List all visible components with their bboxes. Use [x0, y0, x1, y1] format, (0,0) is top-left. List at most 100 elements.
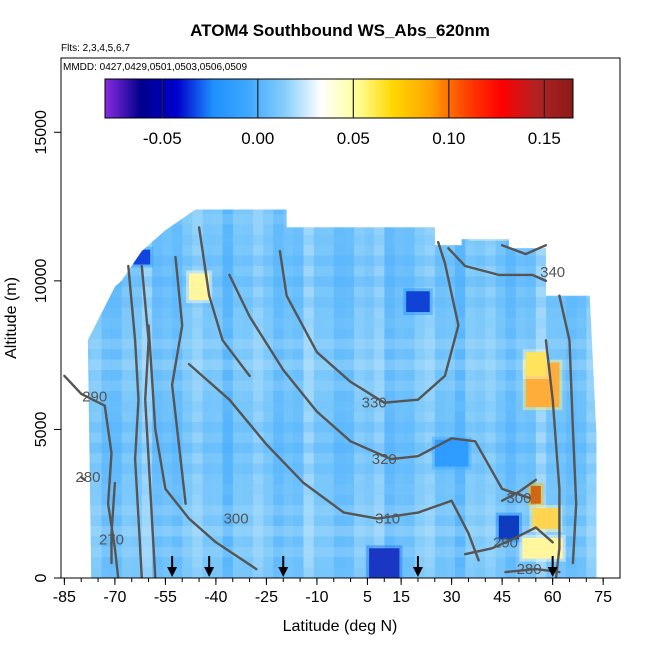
dates-label: MMDD: 0427,0429,0501,0503,0506,0509 [63, 62, 247, 73]
field-row [87, 359, 597, 370]
colorbar-tick-label: 0.10 [432, 129, 465, 148]
contour-line [110, 481, 117, 565]
field-band [263, 209, 274, 578]
field-band [515, 209, 527, 578]
field-band [414, 209, 426, 578]
y-axis-title: Altitude (m) [3, 277, 20, 359]
field-band [576, 209, 587, 578]
contour-line [63, 374, 120, 578]
field-band [434, 209, 446, 578]
field-row [87, 318, 597, 329]
flight-arrow-head [204, 567, 215, 577]
y-axis: 0 5000 10000 15000 [33, 110, 61, 582]
contour-line [228, 273, 531, 499]
y-tick-label: 5000 [33, 412, 50, 448]
field-row [87, 526, 597, 537]
x-tick-label: 45 [493, 589, 511, 606]
x-tick-label: -85 [53, 589, 76, 606]
contour-label: 280 [517, 561, 542, 578]
colorbar-tick-label: 0.00 [241, 129, 274, 148]
field-row [87, 442, 597, 454]
field-row [87, 484, 597, 495]
anomaly-cell [498, 515, 519, 540]
field-band [617, 58, 628, 578]
anomaly-cell [406, 291, 430, 313]
contour-label: 290 [493, 534, 518, 551]
field-row [87, 546, 597, 558]
field-band [384, 209, 395, 578]
anomaly-cell [530, 485, 541, 504]
x-tick-label: 15 [392, 589, 410, 606]
contour-label: 270 [99, 531, 124, 548]
contour-lines: 280 290 300 310 320 330 340 300 290 280 270 [63, 226, 578, 578]
field-band [242, 209, 254, 578]
contour-line [544, 339, 561, 578]
field-band [61, 58, 72, 578]
contour-line [500, 244, 548, 256]
contour-line [140, 264, 157, 578]
field-band [353, 209, 365, 578]
field-band [343, 209, 355, 578]
field-row [87, 380, 597, 391]
field-band [232, 209, 244, 578]
contour-line [558, 294, 578, 565]
field-band [87, 209, 92, 578]
field-band [252, 209, 264, 578]
anomaly-halo [431, 436, 472, 470]
anomaly-cell [471, 222, 513, 238]
anomaly-cell [188, 273, 210, 301]
field-row [87, 463, 597, 474]
anomaly-cell [532, 508, 560, 529]
anomaly-halo [527, 482, 544, 507]
contour-line [147, 324, 258, 571]
field-band [101, 209, 113, 578]
field-band [293, 209, 304, 578]
plot-frame [60, 57, 621, 579]
contour-line [80, 475, 86, 482]
y-tick-label: 10000 [33, 259, 50, 304]
field-band [192, 209, 203, 578]
field-band [586, 209, 597, 578]
field-band [111, 209, 123, 578]
contour-label: 310 [375, 511, 400, 528]
field-row [87, 338, 597, 350]
field-band [273, 209, 284, 578]
contour-label: 280 [75, 469, 100, 486]
x-tick-label: 60 [544, 589, 562, 606]
field-row [87, 234, 597, 246]
contour-label: 320 [372, 451, 397, 468]
field-band [374, 209, 385, 578]
x-tick-label: -25 [255, 589, 278, 606]
field-band [313, 209, 325, 578]
field-band [394, 209, 405, 578]
x-tick-label: -70 [103, 589, 126, 606]
anomaly-halo [522, 349, 549, 379]
anomaly-halo [468, 219, 516, 241]
x-tick-label: 5 [363, 589, 372, 606]
x-axis: -85 -70 -55 -40 -25 -10 5 15 30 45 60 75 [53, 578, 612, 606]
colorbar-tick-label: 0.15 [528, 129, 561, 148]
flight-markers [167, 556, 558, 577]
field-band [485, 209, 496, 578]
contour-line [170, 255, 187, 505]
flights-label: Flts: 2,3,4,5,6,7 [61, 43, 130, 54]
field-band [91, 209, 102, 578]
field-band [323, 209, 335, 578]
contour-label: 300 [224, 511, 249, 528]
contour-line [500, 478, 537, 502]
field-band [71, 58, 82, 578]
field-band [172, 209, 183, 578]
contour-line [187, 362, 480, 562]
x-tick-label: 30 [443, 589, 461, 606]
field-band [162, 209, 173, 578]
colorbar-tick-label: -0.05 [143, 129, 182, 148]
y-tick-label: 0 [33, 573, 50, 582]
field-band [151, 209, 163, 578]
anomaly-halo [403, 288, 433, 316]
field-band [607, 58, 618, 578]
field-row [87, 567, 597, 578]
x-tick-label: -55 [154, 589, 177, 606]
field-row [87, 422, 597, 433]
field-band [556, 209, 567, 578]
